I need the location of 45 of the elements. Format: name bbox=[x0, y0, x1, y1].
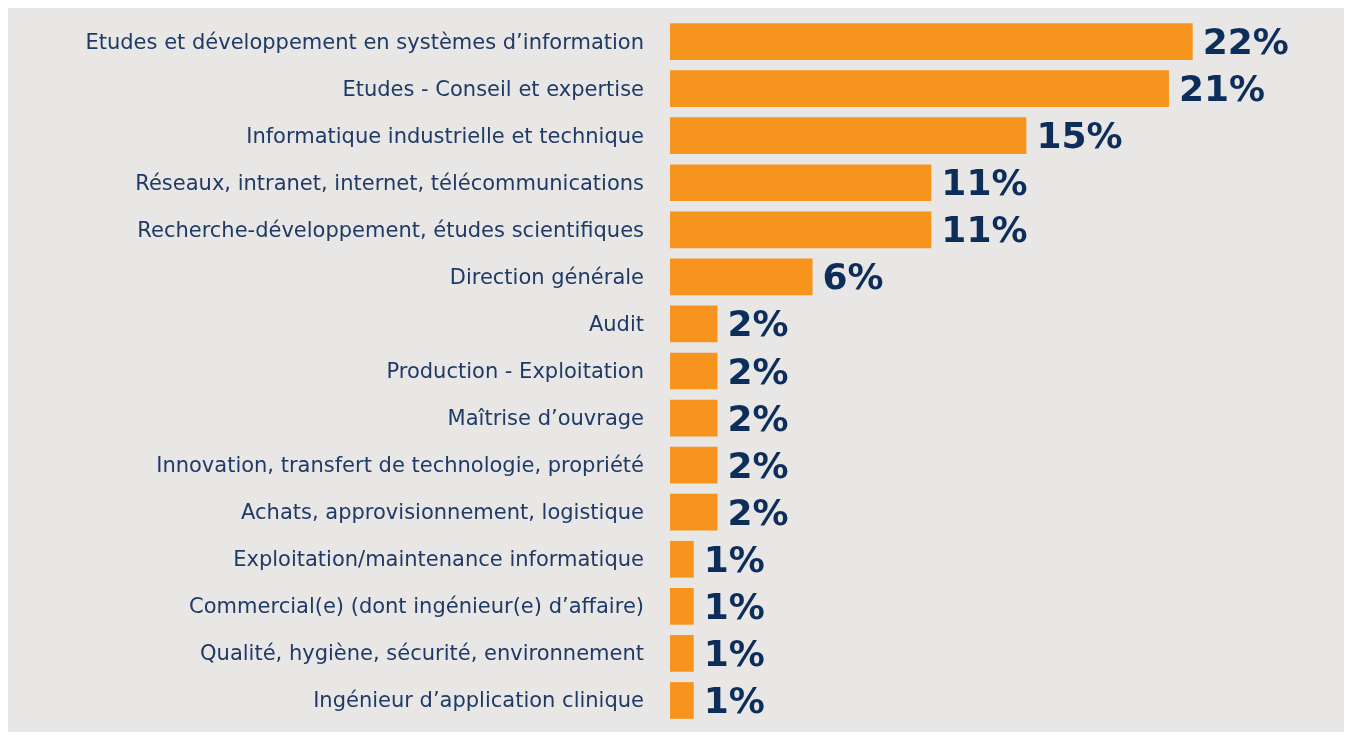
bar bbox=[670, 211, 932, 249]
data-label: 15% bbox=[1036, 115, 1123, 157]
data-label: 2% bbox=[727, 491, 789, 533]
bar bbox=[670, 493, 718, 531]
bar bbox=[670, 446, 718, 484]
data-label: 1% bbox=[703, 585, 765, 627]
bar bbox=[670, 258, 813, 296]
bar bbox=[670, 540, 694, 578]
y-tick-label: Audit bbox=[588, 311, 644, 336]
y-tick-label: Recherche-développement, études scientifiques bbox=[137, 217, 644, 242]
y-tick-label: Exploitation/maintenance informatique bbox=[233, 547, 644, 572]
y-tick-label: Maîtrise d’ouvrage bbox=[447, 406, 644, 431]
y-tick-label: Réseaux, intranet, internet, télécommunications bbox=[135, 170, 644, 195]
bar bbox=[670, 23, 1193, 60]
bar bbox=[670, 70, 1169, 107]
y-tick-label: Commercial(e) (dont ingénieur(e) d’affaire) bbox=[189, 594, 644, 619]
y-tick-label: Etudes et développement en systèmes d’information bbox=[85, 29, 644, 54]
data-label: 2% bbox=[727, 303, 789, 345]
data-label: 1% bbox=[703, 538, 765, 580]
y-tick-label: Ingénieur d’application clinique bbox=[313, 688, 644, 713]
bar bbox=[670, 305, 718, 343]
data-label: 2% bbox=[727, 444, 789, 486]
bar bbox=[670, 352, 718, 390]
data-label: 2% bbox=[727, 350, 789, 392]
data-label: 11% bbox=[941, 162, 1028, 204]
y-tick-label: Production - Exploitation bbox=[386, 359, 644, 383]
y-tick-label: Achats, approvisionnement, logistique bbox=[241, 500, 644, 525]
y-tick-label: Innovation, transfert de technologie, propriété bbox=[156, 453, 644, 478]
data-label: 21% bbox=[1178, 68, 1266, 110]
bar bbox=[670, 682, 694, 719]
bar bbox=[670, 587, 694, 625]
data-label: 1% bbox=[703, 632, 765, 674]
bar bbox=[670, 164, 932, 202]
bar bbox=[670, 399, 718, 437]
y-tick-label: Qualité, hygiène, sécurité, environnement bbox=[200, 641, 644, 666]
y-tick-label: Direction générale bbox=[449, 264, 644, 289]
bar bbox=[670, 117, 1027, 155]
y-tick-label: Etudes - Conseil et expertise bbox=[342, 76, 644, 101]
data-label: 22% bbox=[1202, 21, 1289, 63]
data-label: 11% bbox=[941, 209, 1028, 251]
bar bbox=[670, 635, 694, 672]
data-label: 6% bbox=[822, 256, 884, 298]
data-label: 1% bbox=[703, 679, 765, 721]
data-label: 2% bbox=[727, 397, 789, 439]
y-tick-label: Informatique industrielle et technique bbox=[246, 123, 644, 148]
